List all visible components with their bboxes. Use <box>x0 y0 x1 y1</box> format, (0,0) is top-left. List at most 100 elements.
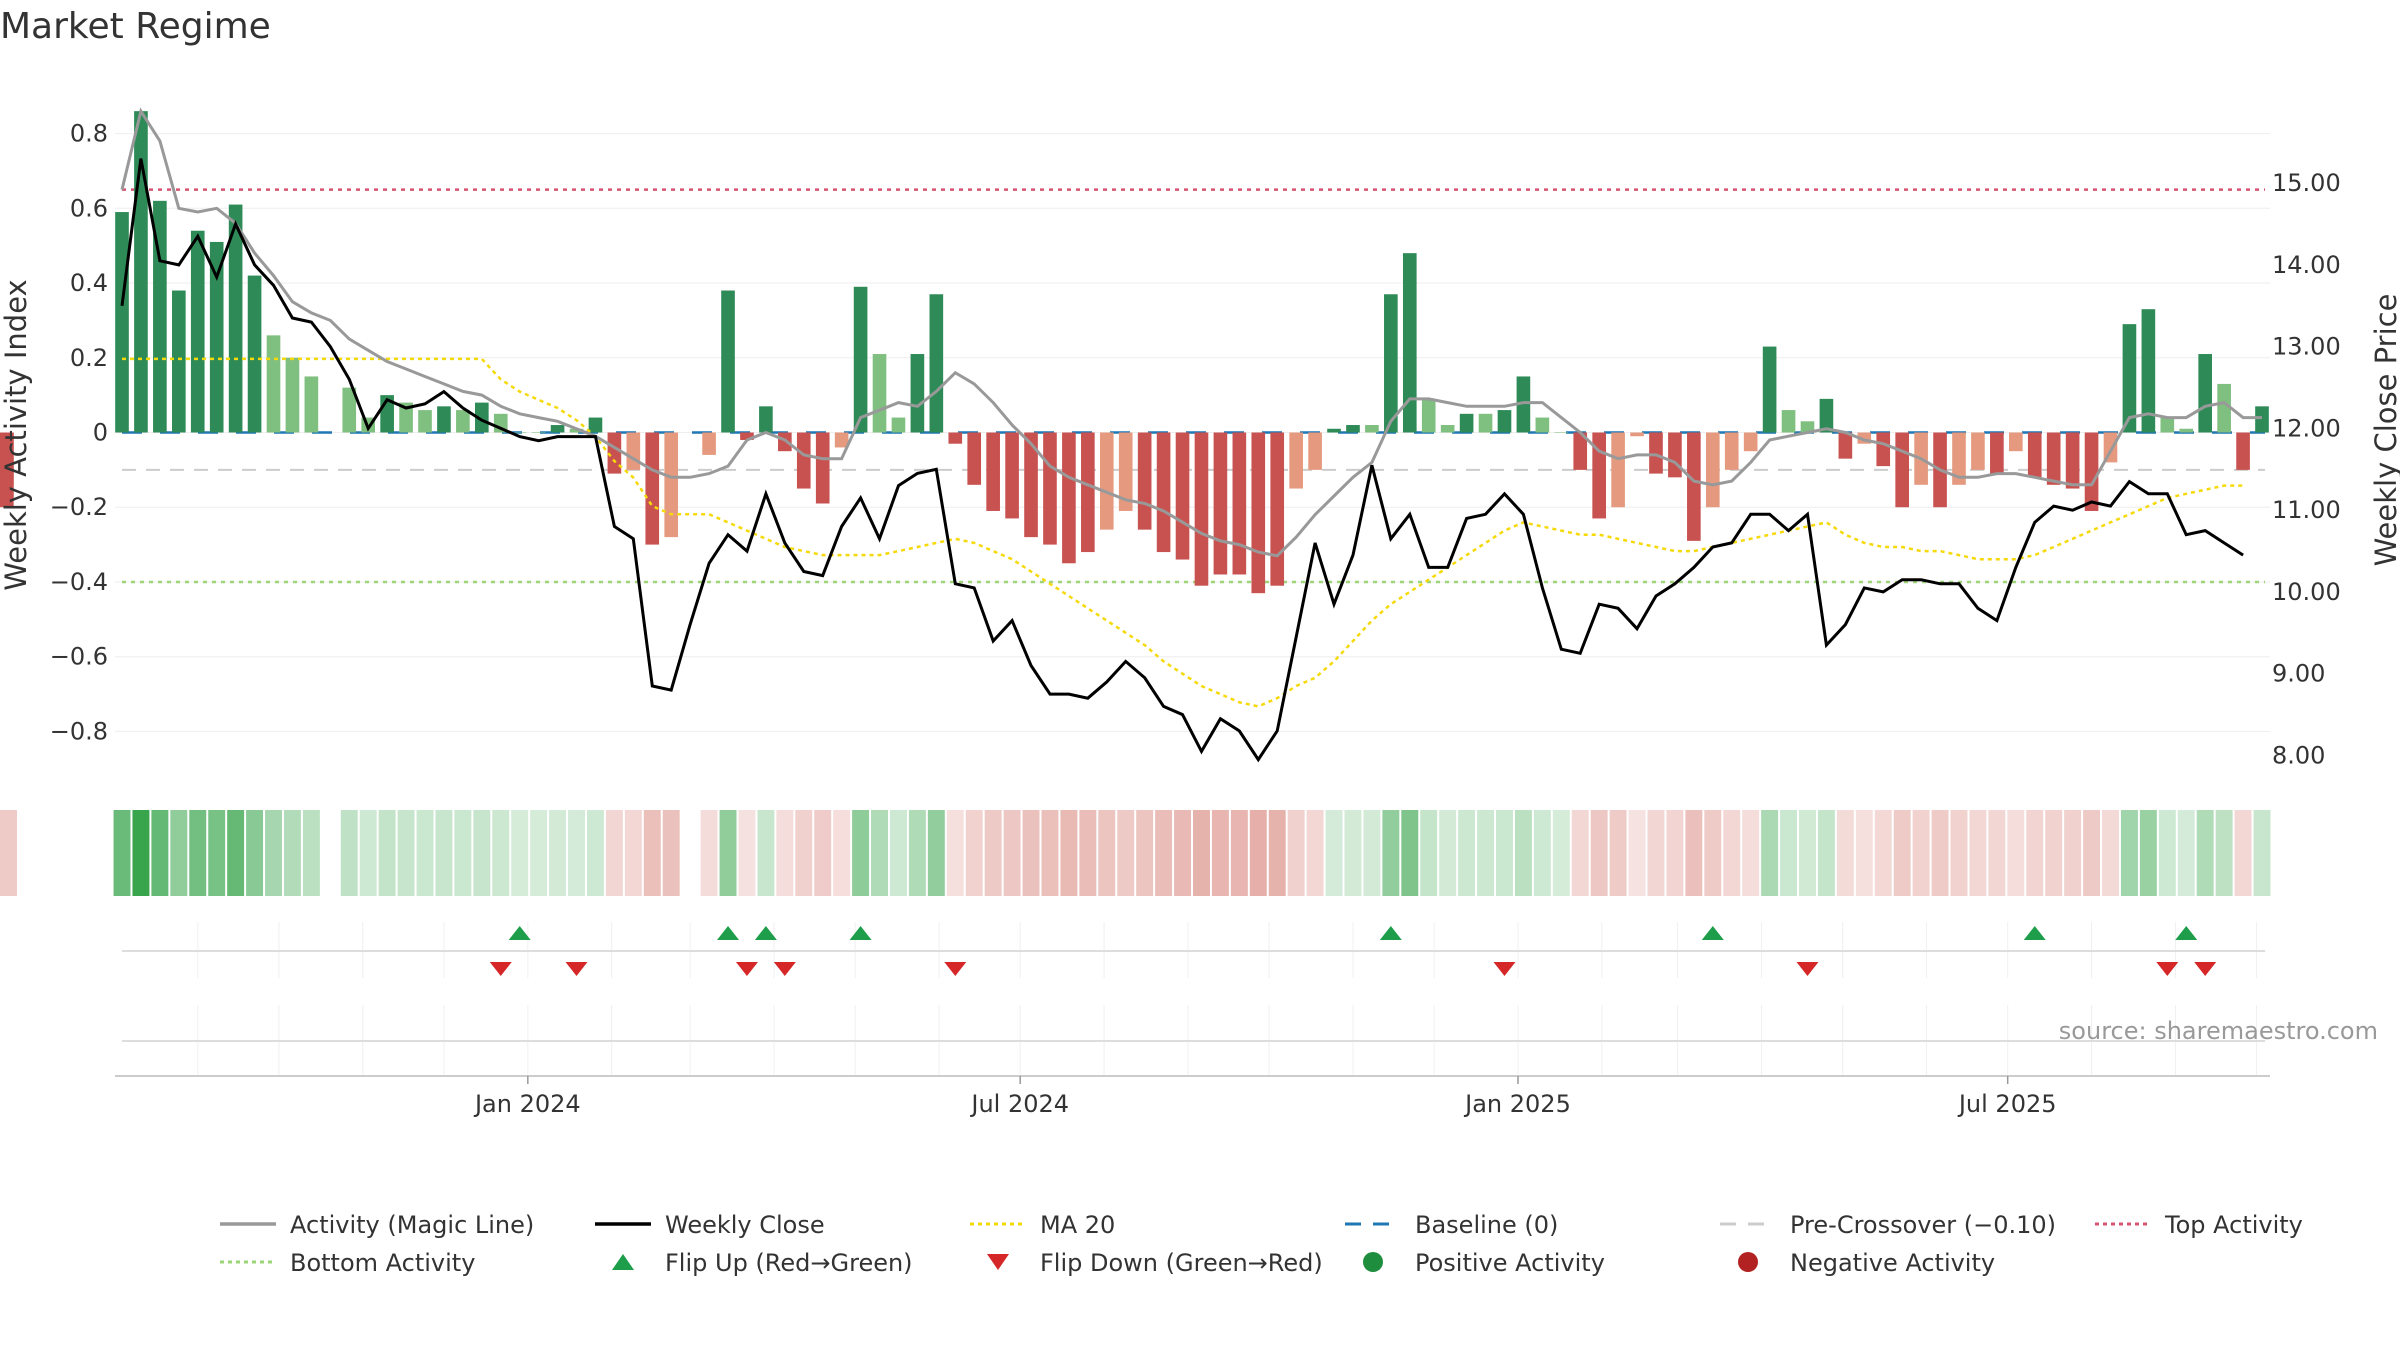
regime-cell <box>0 810 17 896</box>
regime-cell <box>265 810 282 896</box>
activity-bar <box>153 200 167 433</box>
flip-up-marker <box>1379 926 1402 940</box>
regime-cell <box>2102 810 2119 896</box>
regime-cell <box>2215 810 2233 896</box>
regime-cell <box>378 810 396 896</box>
regime-cell <box>1496 810 1513 896</box>
regime-cell <box>1533 810 1551 896</box>
activity-bar <box>437 406 451 433</box>
activity-bar <box>1990 432 2004 474</box>
y-left-tick-label: 0.2 <box>70 344 108 372</box>
activity-bar <box>721 290 735 433</box>
regime-cell <box>757 810 775 896</box>
regime-cell <box>1003 810 1021 896</box>
reference-lines <box>122 188 2265 584</box>
activity-bar <box>190 230 205 433</box>
legend-label: Top Activity <box>2164 1211 2303 1239</box>
flip-down-marker <box>1796 962 1819 976</box>
regime-cell <box>1874 810 1892 896</box>
y-right-tick-label: 15.00 <box>2272 169 2341 197</box>
activity-bar <box>1194 432 1209 586</box>
regime-cell <box>2045 810 2063 896</box>
regime-cell <box>643 810 661 896</box>
regime-cell <box>1590 810 1608 896</box>
legend-label: Pre-Crossover (−0.10) <box>1790 1211 2056 1239</box>
regime-cell <box>1609 810 1627 896</box>
regime-cell <box>1136 810 1154 896</box>
regime-cell <box>549 810 567 896</box>
flip-up-marker <box>717 926 740 940</box>
y-axis-left-label: Weekly Activity Index <box>0 279 33 590</box>
regime-cell <box>1174 810 1191 896</box>
activity-bar <box>607 432 622 474</box>
legend-swatch <box>987 1254 1009 1270</box>
regime-cell <box>1287 810 1305 896</box>
regime-cell <box>1401 810 1419 896</box>
regime-cell <box>908 810 926 896</box>
regime-cell <box>1325 810 1343 896</box>
regime-cell <box>1155 810 1173 896</box>
regime-cell <box>2064 810 2082 896</box>
regime-cell <box>1912 810 1930 896</box>
regime-cell <box>1079 810 1097 896</box>
regime-cell <box>1723 810 1741 896</box>
weekly-close-line <box>120 158 2244 763</box>
activity-bar <box>475 402 489 433</box>
activity-bar <box>872 354 887 433</box>
regime-cell <box>416 810 434 896</box>
activity-bar <box>948 432 963 444</box>
regime-cell <box>1098 810 1116 896</box>
activity-bar <box>1346 425 1360 433</box>
regime-cell <box>814 810 832 896</box>
activity-bar <box>1005 432 1019 519</box>
regime-cell <box>1420 810 1438 896</box>
activity-bar <box>531 432 546 433</box>
activity-bar <box>2198 354 2213 433</box>
legend-label: Baseline (0) <box>1415 1211 1558 1239</box>
regime-cell <box>283 810 301 896</box>
activity-bar <box>2236 432 2250 470</box>
regime-cell <box>359 810 377 896</box>
legend-label: Positive Activity <box>1415 1249 1605 1277</box>
regime-cell <box>1268 810 1286 896</box>
activity-bar <box>0 432 14 508</box>
regime-cell <box>132 810 150 896</box>
legend-label: Flip Down (Green→Red) <box>1040 1249 1323 1277</box>
legend: Activity (Magic Line) Weekly Close MA 20 Ba… <box>220 1211 2303 1277</box>
regime-cell <box>1855 810 1873 896</box>
flip-markers <box>115 926 2270 1077</box>
regime-cell <box>492 810 510 896</box>
y-left-tick-label: 0.4 <box>70 269 108 297</box>
regime-cell <box>2234 810 2252 896</box>
regime-cell <box>189 810 207 896</box>
regime-cell <box>2083 810 2101 896</box>
regime-cell <box>1817 810 1835 896</box>
legend-label: Flip Up (Red→Green) <box>665 1249 913 1277</box>
regime-cell <box>871 810 888 896</box>
regime-cell <box>151 810 169 896</box>
activity-bar <box>1724 432 1739 470</box>
activity-bar <box>1062 432 1076 564</box>
series-lines <box>120 107 2262 763</box>
regime-cell <box>1230 810 1248 896</box>
regime-cell <box>776 810 794 896</box>
activity-bar <box>967 432 982 485</box>
regime-cell <box>1666 810 1684 896</box>
y-axis-right-label: Weekly Close Price <box>2369 294 2400 567</box>
regime-cell <box>1931 810 1949 896</box>
regime-cell <box>889 810 907 896</box>
activity-bar <box>815 432 830 504</box>
regime-cell <box>984 810 1002 896</box>
flip-down-marker <box>2156 962 2179 976</box>
activity-bar <box>1024 432 1038 538</box>
y-left-tick-label: 0 <box>93 419 108 447</box>
activity-bar <box>891 417 906 433</box>
legend-swatch <box>1363 1252 1383 1272</box>
activity-bar <box>1535 417 1550 433</box>
regime-cell <box>246 810 264 896</box>
regime-cell <box>1477 810 1495 896</box>
regime-cell <box>511 810 529 896</box>
magic-line <box>120 107 2262 558</box>
activity-bar <box>1289 432 1303 489</box>
activity-bar <box>1156 432 1171 553</box>
